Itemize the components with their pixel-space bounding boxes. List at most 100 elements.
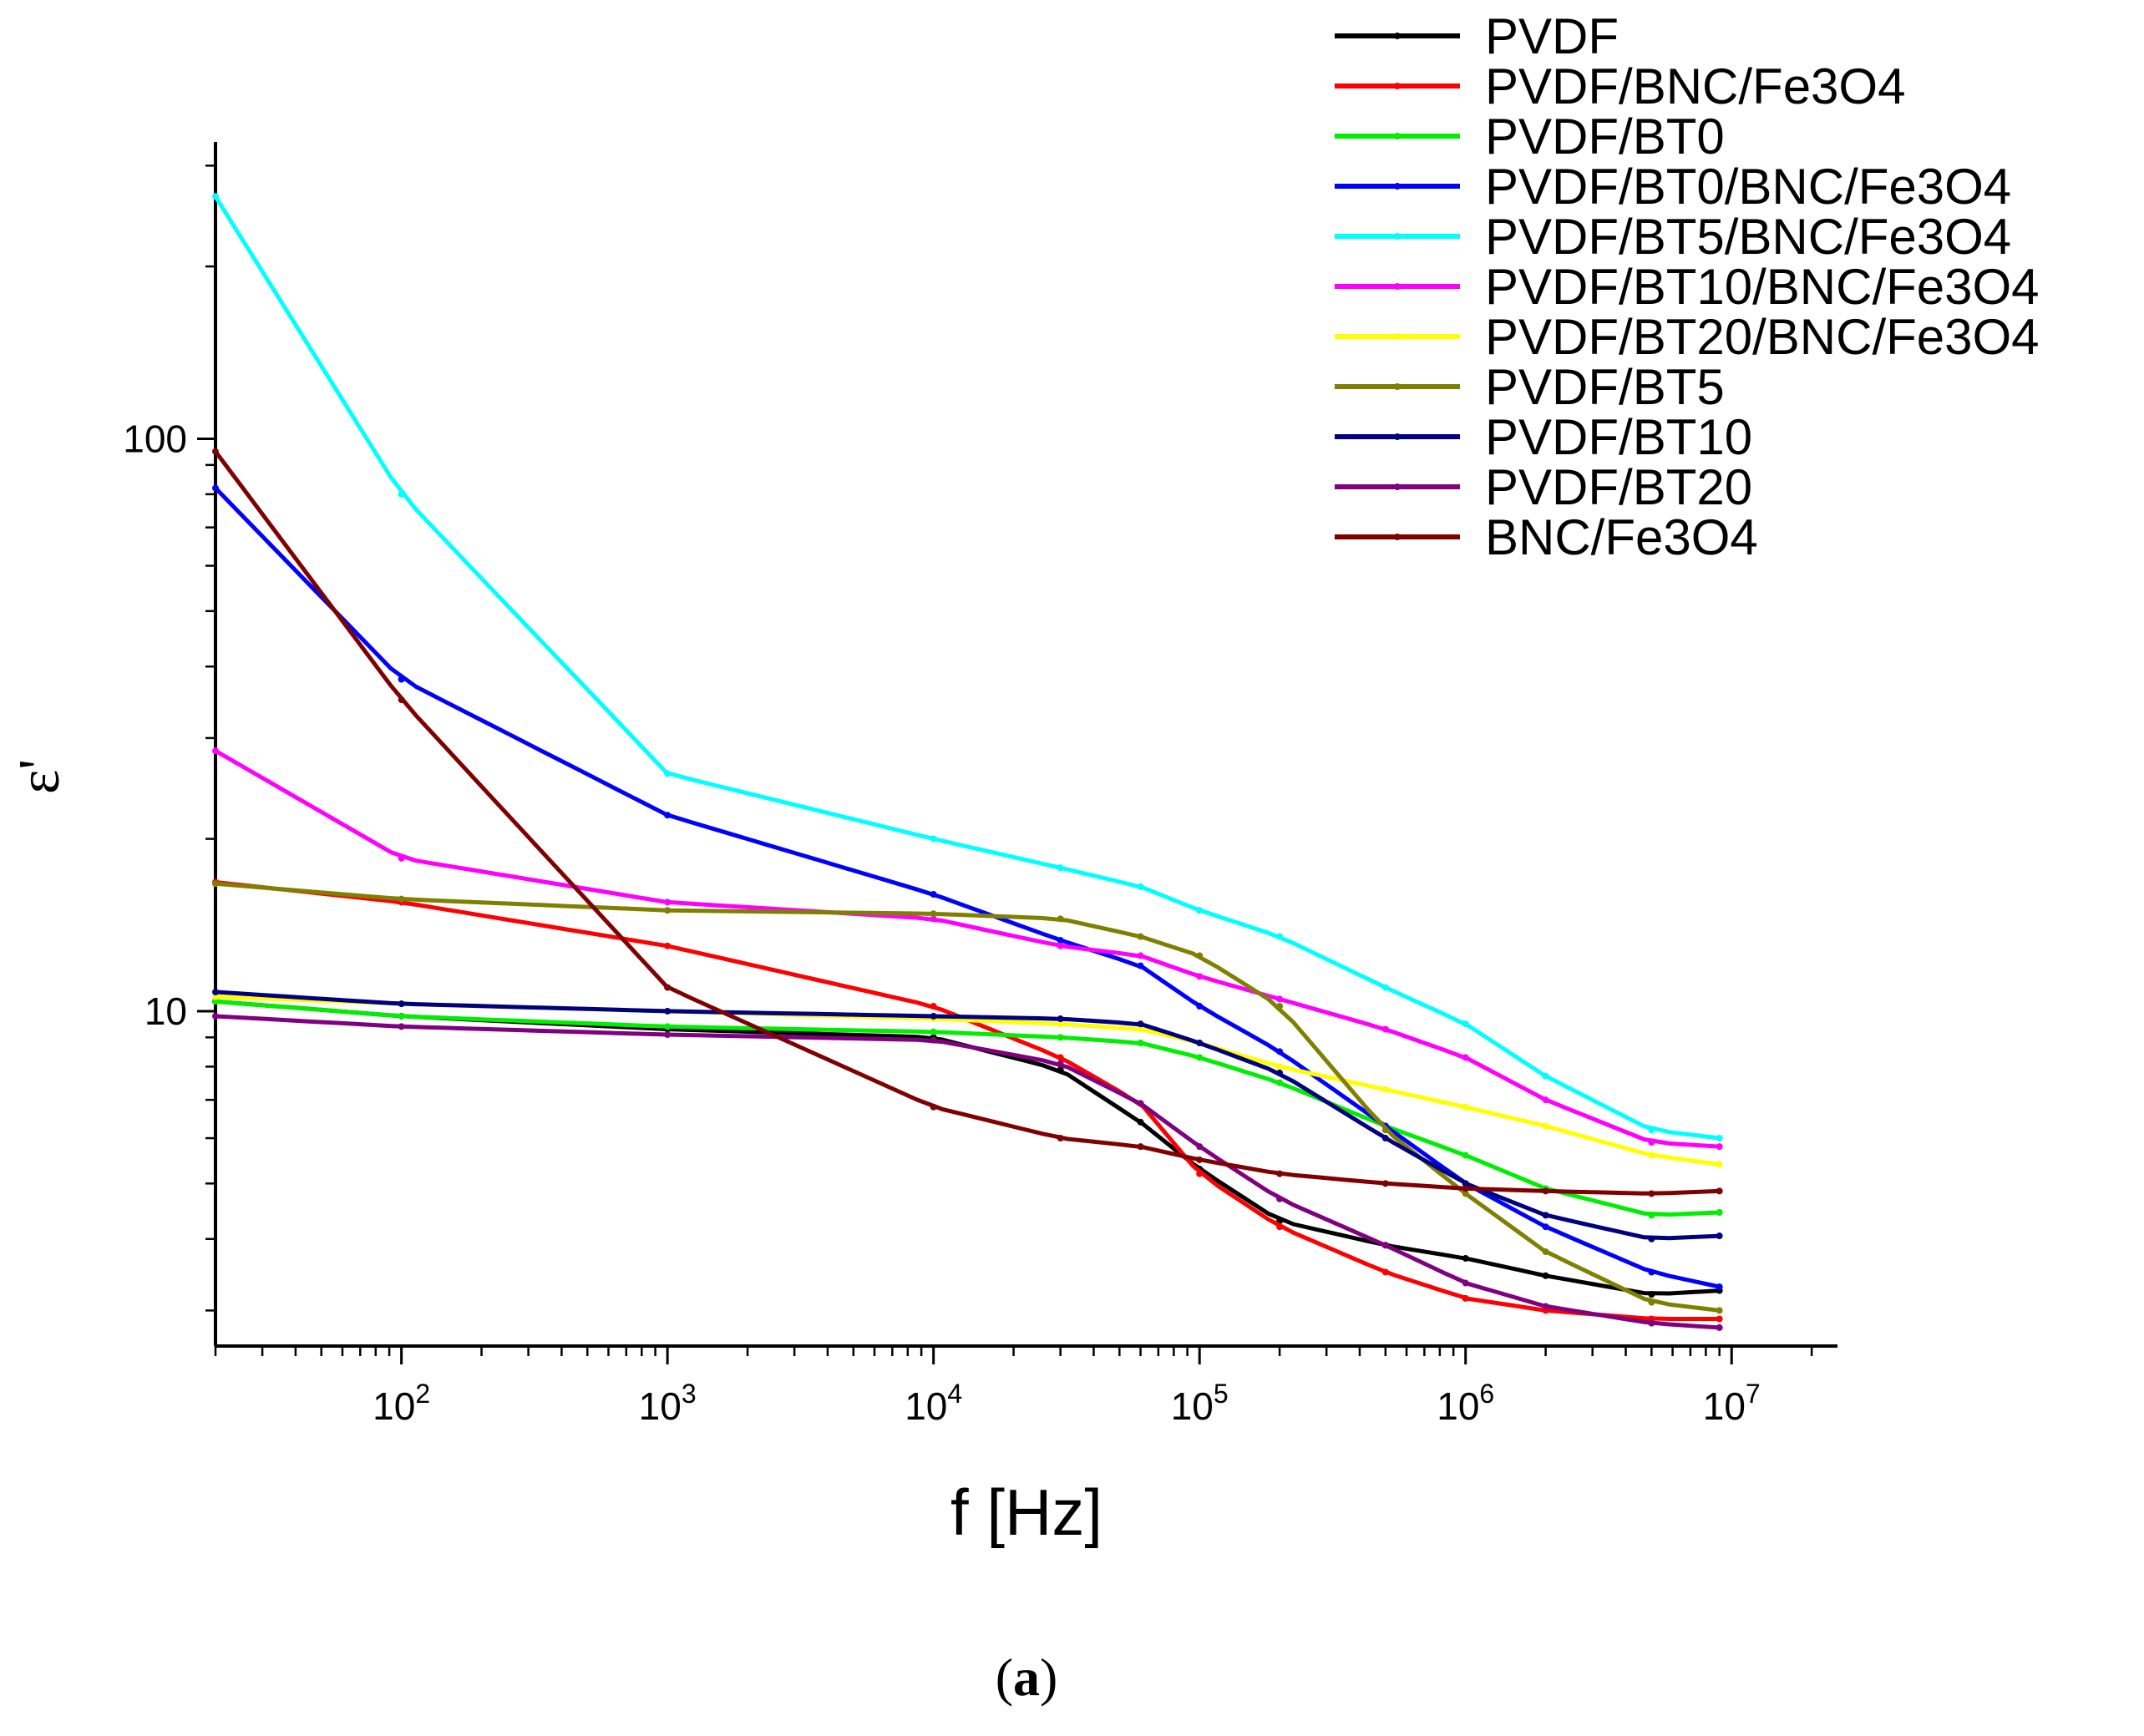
data-point-marker [930, 1103, 937, 1111]
y-tick-label: 10 [144, 989, 187, 1033]
data-point-marker [1276, 1195, 1284, 1202]
legend-marker [1394, 483, 1401, 490]
panel-label: (a) [996, 1647, 1058, 1707]
series-4 [212, 193, 1723, 1142]
x-tick-label: 102 [373, 1379, 430, 1428]
data-point-marker [1137, 1040, 1144, 1047]
series-line-7 [215, 881, 1720, 1313]
data-point-marker [1381, 984, 1389, 991]
legend-item: PVDF/BT20/BNC/Fe3O4 [1335, 309, 2040, 365]
data-point-marker [1137, 962, 1144, 969]
legend-item: PVDF/BT10 [1335, 409, 1752, 465]
legend-marker [1394, 183, 1401, 190]
legend-item: PVDF/BNC/Fe3O4 [1335, 58, 1905, 114]
data-point-marker [398, 1000, 405, 1008]
data-point-marker [1716, 1307, 1723, 1314]
data-point-marker [1196, 952, 1204, 959]
data-point-marker [1196, 907, 1204, 914]
data-point-marker [1276, 1170, 1284, 1177]
data-point-marker [1542, 1248, 1549, 1256]
legend-marker [1394, 433, 1401, 440]
data-point-marker [1381, 1268, 1389, 1276]
legend-marker [1394, 33, 1401, 39]
data-point-marker [1648, 1268, 1655, 1276]
legend-marker [1394, 383, 1401, 390]
data-point-marker [1542, 1272, 1549, 1279]
data-point-marker [1057, 864, 1064, 872]
data-point-marker [930, 1003, 937, 1010]
data-point-marker [212, 484, 219, 492]
legend-item: PVDF/BT0 [1335, 109, 1725, 164]
data-point-marker [398, 676, 405, 683]
y-axis-title: ε' [8, 759, 72, 794]
data-point-marker [1057, 1060, 1064, 1067]
legend-marker [1394, 333, 1401, 340]
data-point-marker [1648, 1319, 1655, 1327]
data-point-marker [1381, 1242, 1389, 1249]
legend-label: PVDF/BNC/Fe3O4 [1485, 58, 1905, 114]
data-point-marker [1462, 1151, 1469, 1159]
data-point-marker [212, 989, 219, 996]
legend-label: BNC/Fe3O4 [1485, 509, 1758, 565]
data-point-marker [398, 490, 405, 498]
data-point-marker [1057, 1054, 1064, 1061]
x-tick-base: 10 [639, 1384, 682, 1428]
data-point-marker [664, 770, 672, 777]
x-tick-label: 104 [905, 1379, 962, 1428]
x-tick-label: 103 [639, 1379, 697, 1428]
data-point-marker [1276, 1069, 1284, 1076]
data-point-marker [1716, 1135, 1723, 1142]
legend-label: PVDF/BT10 [1485, 409, 1752, 465]
data-point-marker [1276, 1079, 1284, 1086]
data-point-marker [1716, 1324, 1723, 1331]
data-point-marker [398, 1023, 405, 1030]
data-point-marker [1542, 1223, 1549, 1231]
data-point-marker [1137, 1020, 1144, 1028]
data-point-marker [1057, 937, 1064, 944]
x-tick-base: 10 [1703, 1384, 1746, 1428]
legend-label: PVDF/BT0/BNC/Fe3O4 [1485, 159, 2011, 215]
data-point-marker [398, 895, 405, 903]
data-point-marker [1716, 1315, 1723, 1323]
data-point-marker [1381, 1135, 1389, 1142]
series-10 [212, 448, 1723, 1197]
data-point-marker [664, 898, 672, 906]
legend-label: PVDF/BT20 [1485, 459, 1752, 515]
data-point-marker [930, 1012, 937, 1020]
data-point-marker [664, 812, 672, 819]
legend-item: PVDF/BT0/BNC/Fe3O4 [1335, 159, 2011, 215]
data-point-marker [1196, 973, 1204, 980]
data-point-marker [1196, 1170, 1204, 1177]
x-tick-base: 10 [1437, 1384, 1479, 1428]
data-point-marker [1648, 1235, 1655, 1243]
x-tick-label: 107 [1703, 1379, 1761, 1428]
data-point-marker [1381, 1180, 1389, 1187]
x-tick-exponent: 3 [682, 1379, 697, 1409]
data-point-marker [1137, 933, 1144, 940]
series-7 [212, 880, 1723, 1314]
legend: PVDFPVDF/BNC/Fe3O4PVDF/BT0PVDF/BT0/BNC/F… [1335, 8, 2040, 565]
legend-label: PVDF/BT5/BNC/Fe3O4 [1485, 209, 2011, 265]
series-line-9 [215, 1014, 1720, 1330]
x-tick-base: 10 [1171, 1384, 1214, 1428]
x-axis-ticks: 102 103 104 105 106 107 [214, 1346, 1813, 1428]
legend-item: PVDF/BT20 [1335, 459, 1752, 515]
x-tick-label: 106 [1437, 1379, 1494, 1428]
data-point-marker [1276, 933, 1284, 940]
data-point-marker [398, 1012, 405, 1020]
data-point-marker [1196, 1156, 1204, 1163]
series-5 [212, 747, 1723, 1151]
series-8 [212, 989, 1723, 1243]
data-point-marker [930, 1028, 937, 1035]
data-point-marker [1057, 1034, 1064, 1041]
series-line-4 [213, 195, 1720, 1141]
data-point-marker [1276, 1048, 1284, 1055]
data-point-marker [1137, 1118, 1144, 1126]
x-tick-exponent: 2 [415, 1379, 430, 1409]
legend-item: BNC/Fe3O4 [1335, 509, 1758, 565]
legend-item: PVDF/BT10/BNC/Fe3O4 [1335, 259, 2040, 315]
data-point-marker [1648, 1298, 1655, 1306]
series-line-2 [215, 999, 1720, 1217]
data-point-marker [1462, 1103, 1469, 1111]
